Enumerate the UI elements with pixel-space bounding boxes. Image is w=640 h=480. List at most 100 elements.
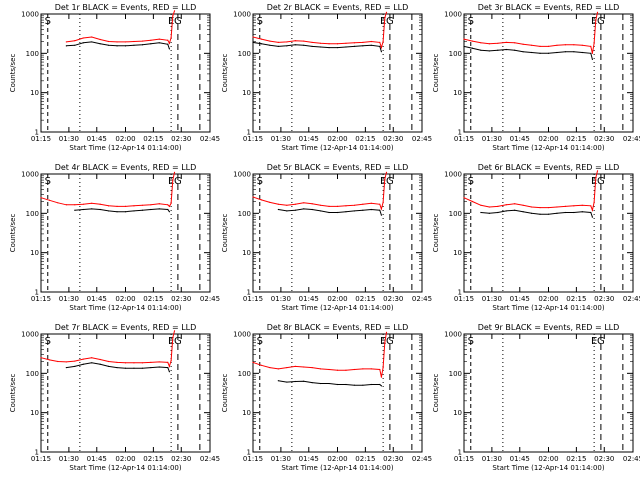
events-point — [108, 210, 110, 212]
lld-point — [260, 199, 263, 201]
events-point — [82, 363, 84, 365]
lld-point — [336, 369, 339, 371]
lld-point — [99, 203, 101, 205]
events-point — [488, 50, 490, 52]
events-point — [345, 383, 347, 386]
events-point — [303, 380, 305, 382]
events-point — [362, 209, 364, 211]
lld-point — [168, 365, 171, 368]
lld-point — [336, 43, 339, 45]
y-tick-label: 1000 — [233, 171, 251, 179]
lld-point — [82, 37, 84, 39]
x-tick-label: 01:15 — [243, 135, 263, 143]
lld-point — [294, 365, 296, 368]
lld-point — [303, 366, 305, 368]
x-tick-label: 02:45 — [412, 295, 432, 303]
lld-point — [99, 38, 101, 41]
lld-point — [141, 204, 143, 206]
lld-point — [48, 199, 51, 201]
panel-title: Det 8r BLACK = Events, RED = LLD — [267, 323, 409, 332]
marker-e: E — [591, 176, 597, 187]
events-point — [150, 208, 152, 211]
events-point — [124, 211, 127, 213]
lld-point — [596, 11, 599, 13]
panel-title: Det 5r BLACK = Events, RED = LLD — [267, 163, 409, 172]
events-point — [345, 46, 347, 48]
detector-panel: Det 3r BLACK = Events, RED = LLD 1 10 100 10… — [432, 3, 640, 152]
events-series-line — [480, 209, 593, 218]
lld-point — [514, 203, 516, 205]
lld-point — [471, 200, 474, 203]
lld-point — [596, 170, 599, 172]
events-point — [269, 44, 271, 46]
events-point — [353, 210, 355, 212]
events-point — [168, 48, 171, 50]
y-axis-label: Counts/sec — [9, 214, 17, 253]
y-tick-label: 10 — [453, 89, 462, 97]
lld-point — [286, 41, 288, 43]
y-tick-label: 100 — [26, 50, 39, 58]
x-tick-label: 02:00 — [538, 295, 558, 303]
lld-point — [488, 206, 490, 208]
lld-point — [573, 44, 575, 46]
events-point — [379, 45, 381, 48]
events-point — [564, 51, 567, 53]
lld-point — [480, 204, 482, 206]
marker-e: E — [380, 336, 386, 347]
events-point — [591, 216, 594, 218]
events-point — [581, 51, 583, 54]
y-axis-label: Counts/sec — [221, 214, 229, 253]
events-point — [277, 208, 279, 211]
y-tick-label: 1 — [247, 129, 251, 137]
lld-point — [252, 196, 254, 198]
lld-point — [385, 171, 388, 173]
events-point — [547, 52, 550, 54]
x-tick-label: 02:00 — [115, 295, 135, 303]
lld-point — [168, 205, 171, 208]
marker-s: S — [257, 16, 263, 27]
x-tick-label: 02:30 — [383, 295, 403, 303]
lld-point — [564, 44, 567, 46]
events-point — [99, 208, 101, 211]
events-series-line — [66, 362, 170, 372]
events-point — [573, 211, 575, 214]
lld-point — [311, 41, 313, 43]
x-tick-label: 02:15 — [143, 455, 163, 463]
lld-point — [328, 368, 330, 371]
lld-point — [150, 39, 152, 41]
marker-s: S — [45, 16, 51, 27]
events-point — [522, 51, 524, 53]
x-tick-label: 01:15 — [31, 455, 51, 463]
x-tick-label: 02:45 — [200, 135, 220, 143]
x-tick-label: 01:45 — [87, 455, 107, 463]
marker-s: S — [468, 336, 474, 347]
lld-point — [82, 358, 84, 360]
lld-point — [590, 205, 592, 207]
marker-g: G — [386, 16, 394, 27]
lld-point — [591, 209, 594, 211]
lld-point — [91, 357, 93, 359]
lld-point — [385, 331, 388, 333]
events-point — [556, 51, 558, 54]
lld-point — [65, 41, 67, 43]
marker-g: G — [597, 176, 605, 187]
marker-e: E — [380, 16, 386, 27]
lld-point — [277, 368, 279, 370]
lld-point — [286, 204, 288, 206]
lld-point — [336, 205, 339, 208]
lld-series-line — [252, 12, 387, 50]
lld-point — [595, 19, 597, 21]
events-point — [379, 383, 381, 386]
events-point — [252, 41, 254, 43]
events-point — [91, 41, 93, 43]
x-tick-label: 02:15 — [566, 455, 586, 463]
y-tick-label: 1 — [458, 289, 462, 297]
lld-point — [167, 204, 169, 206]
lld-point — [74, 204, 76, 206]
marker-s: S — [468, 176, 474, 187]
events-point — [294, 209, 296, 211]
plot-frame — [463, 13, 634, 133]
lld-point — [158, 38, 160, 40]
x-tick-label: 01:30 — [59, 295, 79, 303]
